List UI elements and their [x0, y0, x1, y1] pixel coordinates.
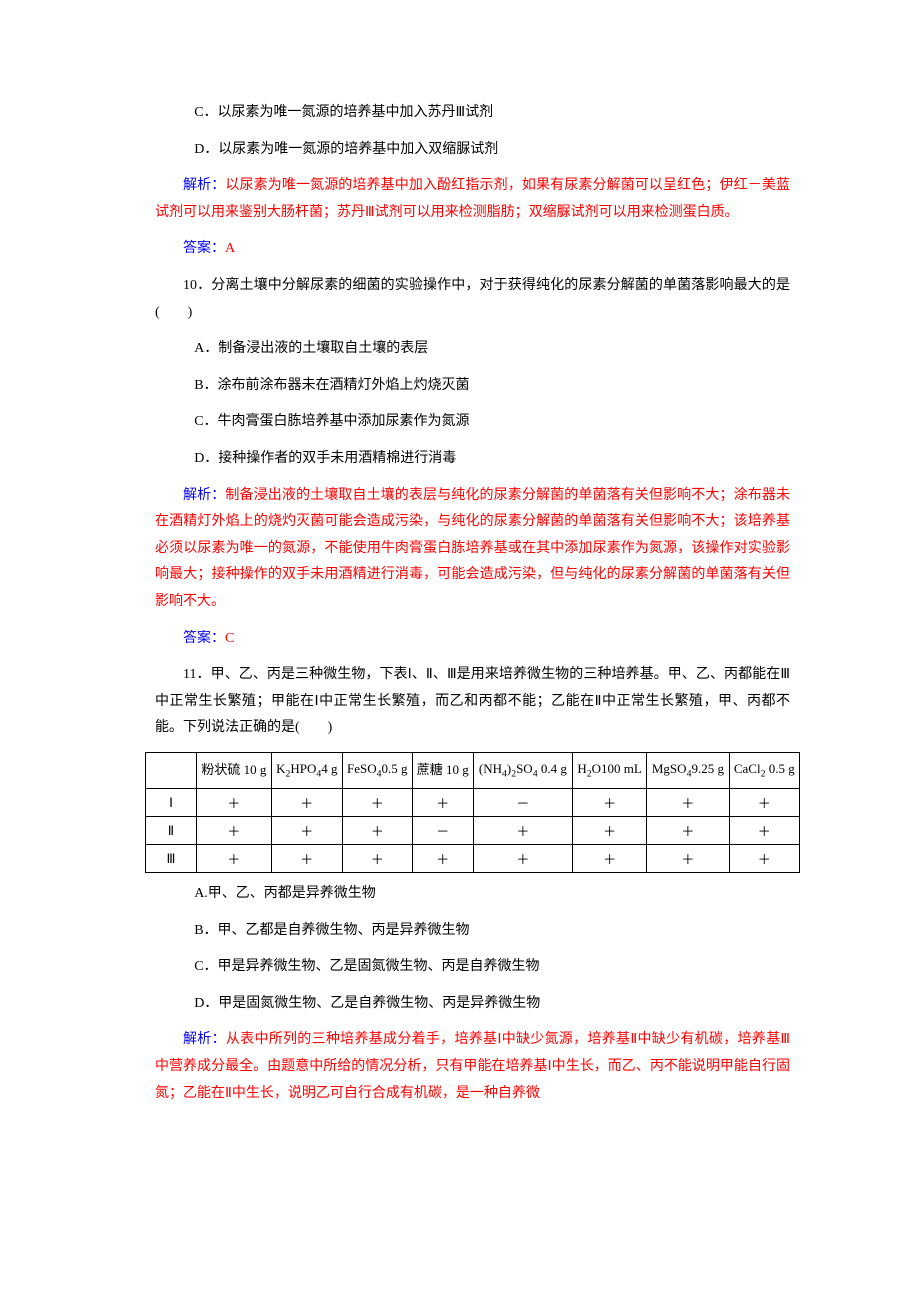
cell: ＋: [647, 845, 729, 873]
cell: ＋: [573, 789, 647, 817]
analysis-label: 解析：: [183, 488, 225, 503]
q9-analysis: 解析：以尿素为唯一氮源的培养基中加入酚红指示剂，如果有尿素分解菌可以呈红色；伊红…: [155, 173, 790, 226]
q11-analysis: 解析：从表中所列的三种培养基成分着手，培养基Ⅰ中缺少氮源，培养基Ⅱ中缺少有机碳，…: [155, 1027, 790, 1107]
txt: MgSO: [652, 761, 687, 776]
q10-answer: 答案：C: [155, 626, 790, 653]
cell: ＋: [342, 817, 412, 845]
analysis-label: 解析：: [183, 178, 225, 193]
analysis-text: 以尿素为唯一氮源的培养基中加入酚红指示剂，如果有尿素分解菌可以呈红色；伊红－美蓝…: [155, 178, 790, 220]
q11-stem: 11．甲、乙、丙是三种微生物，下表Ⅰ、Ⅱ、Ⅲ是用来培养微生物的三种培养基。甲、乙…: [155, 662, 790, 742]
q10-analysis: 解析：制备浸出液的土壤取自土壤的表层与纯化的尿素分解菌的单菌落有关但影响不大；涂…: [155, 483, 790, 616]
q9-option-d: D．以尿素为唯一氮源的培养基中加入双缩脲试剂: [155, 137, 790, 164]
header-h2o: H2O100 mL: [573, 752, 647, 788]
cell: ＋: [412, 789, 473, 817]
header-k2hpo4: K2HPO44 g: [271, 752, 342, 788]
answer-label: 答案：: [183, 241, 225, 256]
cell: ＋: [197, 817, 272, 845]
analysis-text: 制备浸出液的土壤取自土壤的表层与纯化的尿素分解菌的单菌落有关但影响不大；涂布器未…: [155, 488, 790, 609]
cell: ＋: [729, 845, 799, 873]
document-page: C．以尿素为唯一氮源的培养基中加入苏丹Ⅲ试剂 D．以尿素为唯一氮源的培养基中加入…: [0, 0, 920, 1177]
header-cacl2: CaCl2 0.5 g: [729, 752, 799, 788]
answer-value: A: [225, 241, 235, 256]
table-row: Ⅱ ＋ ＋ ＋ － ＋ ＋ ＋ ＋: [146, 817, 800, 845]
header-sulfur: 粉状硫 10 g: [197, 752, 272, 788]
q10-option-b: B．涂布前涂布器未在酒精灯外焰上灼烧灭菌: [155, 373, 790, 400]
header-mgso4: MgSO49.25 g: [647, 752, 729, 788]
table-header-row: 粉状硫 10 g K2HPO44 g FeSO40.5 g 蔗糖 10 g (N…: [146, 752, 800, 788]
cell: ＋: [473, 845, 572, 873]
txt: O100 mL: [592, 761, 642, 776]
row-label: Ⅲ: [146, 845, 197, 873]
txt: HPO: [290, 761, 316, 776]
cell: ＋: [647, 817, 729, 845]
cell: ＋: [729, 817, 799, 845]
cell: －: [473, 789, 572, 817]
q11-option-d: D．甲是固氮微生物、乙是自养微生物、丙是异养微生物: [155, 991, 790, 1018]
txt: 4 g: [321, 761, 337, 776]
cell: ＋: [573, 817, 647, 845]
table-row: Ⅰ ＋ ＋ ＋ ＋ － ＋ ＋ ＋: [146, 789, 800, 817]
row-label: Ⅱ: [146, 817, 197, 845]
cell: ＋: [197, 845, 272, 873]
txt: SO: [516, 761, 533, 776]
txt: 0.4 g: [538, 761, 567, 776]
cell: ＋: [271, 789, 342, 817]
header-sucrose: 蔗糖 10 g: [412, 752, 473, 788]
txt: (NH: [479, 761, 502, 776]
txt: 0.5 g: [765, 761, 794, 776]
q9-answer: 答案：A: [155, 236, 790, 263]
cell: －: [412, 817, 473, 845]
header-blank: [146, 752, 197, 788]
cell: ＋: [271, 845, 342, 873]
cell: ＋: [647, 789, 729, 817]
q10-option-d: D．接种操作者的双手未用酒精棉进行消毒: [155, 446, 790, 473]
analysis-text: 从表中所列的三种培养基成分着手，培养基Ⅰ中缺少氮源，培养基Ⅱ中缺少有机碳，培养基…: [155, 1032, 790, 1100]
cell: ＋: [473, 817, 572, 845]
cell: ＋: [271, 817, 342, 845]
q10-stem: 10．分离土壤中分解尿素的细菌的实验操作中，对于获得纯化的尿素分解菌的单菌落影响…: [155, 273, 790, 326]
answer-value: C: [225, 631, 234, 646]
q10-option-a: A．制备浸出液的土壤取自土壤的表层: [155, 336, 790, 363]
q10-option-c: C．牛肉膏蛋白胨培养基中添加尿素作为氮源: [155, 409, 790, 436]
txt: H: [577, 761, 586, 776]
txt: 0.5 g: [382, 761, 408, 776]
culture-medium-table: 粉状硫 10 g K2HPO44 g FeSO40.5 g 蔗糖 10 g (N…: [145, 752, 800, 873]
q9-option-c: C．以尿素为唯一氮源的培养基中加入苏丹Ⅲ试剂: [155, 100, 790, 127]
row-label: Ⅰ: [146, 789, 197, 817]
q11-option-a: A.甲、乙、丙都是异养微生物: [155, 881, 790, 908]
answer-label: 答案：: [183, 631, 225, 646]
header-nh4-2so4: (NH4)2SO4 0.4 g: [473, 752, 572, 788]
header-feso4: FeSO40.5 g: [342, 752, 412, 788]
cell: ＋: [197, 789, 272, 817]
txt: FeSO: [347, 761, 377, 776]
cell: ＋: [412, 845, 473, 873]
q11-option-b: B．甲、乙都是自养微生物、丙是异养微生物: [155, 918, 790, 945]
cell: ＋: [342, 845, 412, 873]
txt: CaCl: [734, 761, 761, 776]
txt: 9.25 g: [691, 761, 724, 776]
analysis-label: 解析：: [183, 1032, 226, 1047]
q11-option-c: C．甲是异养微生物、乙是固氮微生物、丙是自养微生物: [155, 954, 790, 981]
cell: ＋: [573, 845, 647, 873]
cell: ＋: [342, 789, 412, 817]
cell: ＋: [729, 789, 799, 817]
table-row: Ⅲ ＋ ＋ ＋ ＋ ＋ ＋ ＋ ＋: [146, 845, 800, 873]
